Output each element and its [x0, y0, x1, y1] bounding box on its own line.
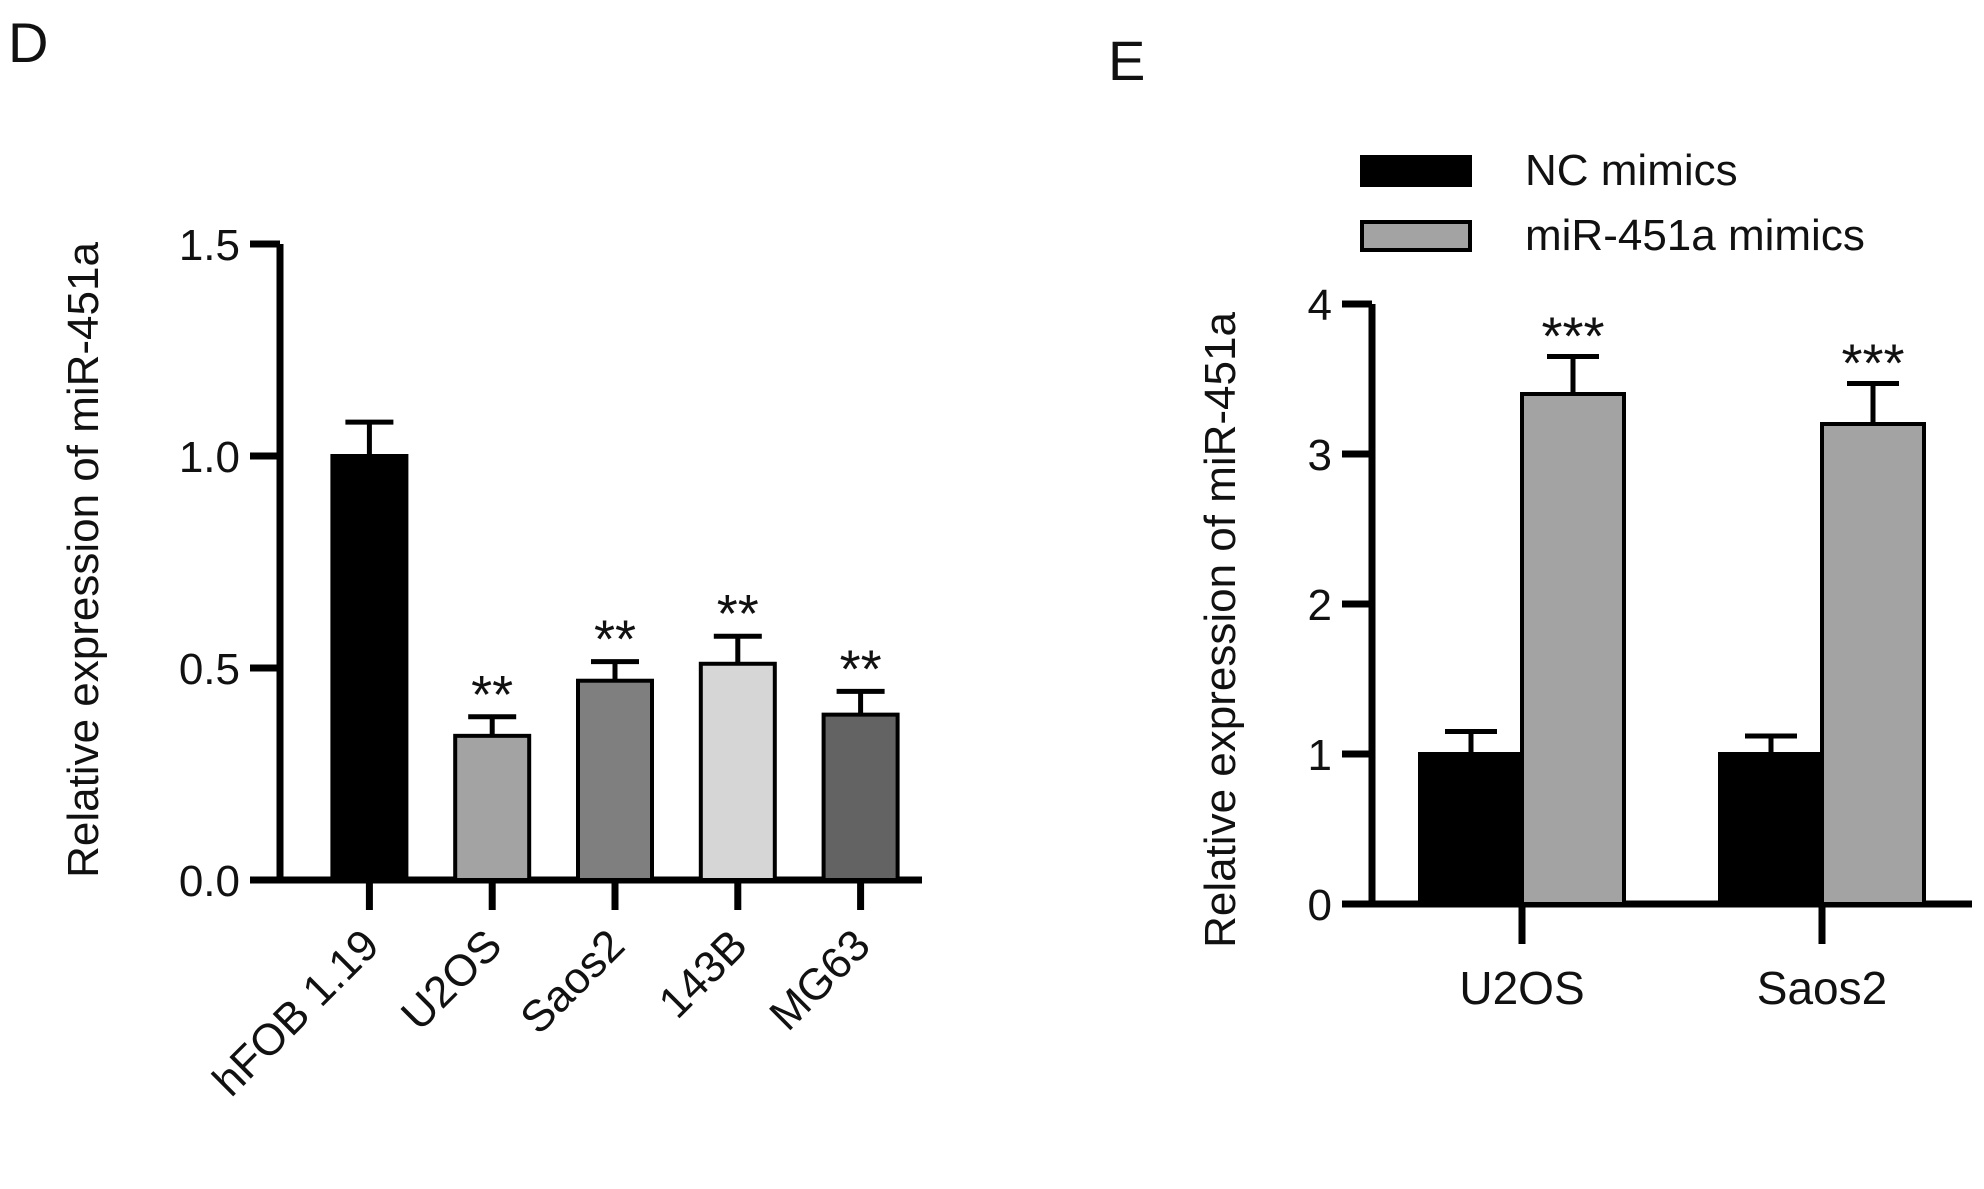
- x-tick-label-d: MG63: [760, 920, 879, 1039]
- x-tick-label-e: U2OS: [1459, 962, 1584, 1014]
- legend-swatch-mir: [1360, 220, 1472, 252]
- bar-d: [576, 678, 654, 882]
- significance-label-d: **: [717, 584, 759, 644]
- y-tick-label-d: 1.0: [179, 433, 240, 482]
- x-tick-label-e: Saos2: [1757, 962, 1887, 1014]
- bar-e: [1820, 422, 1926, 906]
- significance-label-d: **: [594, 610, 636, 670]
- significance-label-d: **: [840, 639, 882, 699]
- significance-label-e: ***: [1841, 334, 1904, 394]
- bar-e: [1520, 392, 1626, 906]
- x-tick-label-d: hFOB 1.19: [203, 920, 388, 1105]
- y-tick-label-e: 3: [1308, 431, 1332, 480]
- significance-label-e: ***: [1541, 307, 1604, 367]
- y-tick-label-d: 0.0: [179, 857, 240, 906]
- y-tick-label-d: 0.5: [179, 645, 240, 694]
- chart-d: Relative expression of miR-451a 0.0 0.5 1.…: [59, 221, 922, 1106]
- legend-label-mir: miR-451a mimics: [1525, 211, 1865, 260]
- panel-label-e: E: [1108, 29, 1145, 92]
- legend-swatch-nc: [1360, 155, 1472, 187]
- legend-label-nc: NC mimics: [1525, 146, 1738, 195]
- bar-d: [330, 454, 409, 882]
- y-axis-title-e: Relative expression of miR-451a: [1196, 312, 1245, 948]
- bar-e: [1718, 752, 1824, 906]
- bar-d: [821, 712, 900, 883]
- panel-label-d: D: [8, 11, 48, 74]
- chart-e: Relative expression of miR-451a NC mimic…: [1196, 146, 1972, 1014]
- y-axis-title-d: Relative expression of miR-451a: [59, 242, 108, 878]
- bar-e: [1418, 752, 1524, 906]
- bar-d: [453, 733, 532, 883]
- y-tick-label-e: 2: [1308, 581, 1332, 630]
- legend: NC mimics miR-451a mimics: [1360, 146, 1865, 260]
- y-tick-label-e: 1: [1308, 731, 1332, 780]
- x-tick-label-d: Saos2: [511, 920, 634, 1043]
- x-tick-label-d: 143B: [650, 920, 757, 1027]
- significance-label-d: **: [471, 665, 513, 725]
- y-tick-label-e: 4: [1308, 281, 1332, 330]
- y-tick-label-e: 0: [1308, 881, 1332, 930]
- x-tick-label-d: U2OS: [392, 920, 511, 1039]
- y-tick-label-d: 1.5: [179, 221, 240, 270]
- bar-d: [698, 661, 777, 883]
